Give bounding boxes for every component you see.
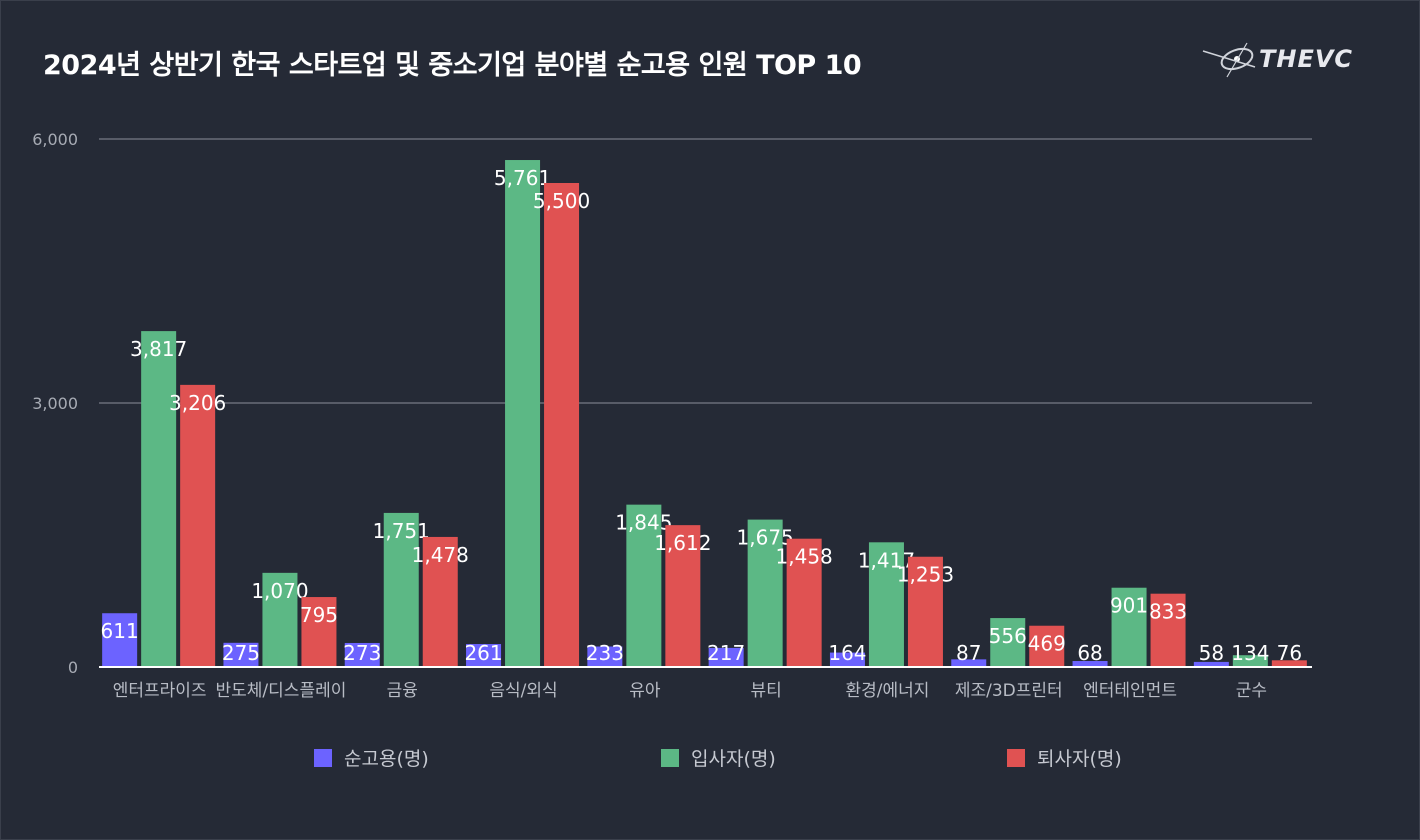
legend-label: 입사자(명) — [691, 748, 776, 770]
data-label: 58 — [1199, 641, 1224, 665]
data-label: 611 — [101, 619, 139, 643]
bar-resigned — [422, 536, 458, 667]
data-label: 469 — [1028, 632, 1066, 656]
bar-hired — [262, 572, 298, 667]
bar-net-hire — [102, 613, 138, 667]
y-tick-label: 3,000 — [32, 394, 78, 413]
bar-net-hire — [951, 659, 987, 667]
data-label: 1,845 — [615, 511, 672, 535]
x-tick-label: 반도체/디스플레이 — [216, 681, 347, 701]
data-label: 1,417 — [858, 548, 915, 572]
logo-text: THEVC — [1259, 45, 1353, 73]
thevc-logo: THEVC — [1202, 42, 1353, 78]
y-tick-label: 0 — [68, 658, 78, 677]
bar-resigned — [786, 538, 822, 667]
bar-resigned — [1029, 625, 1065, 667]
bar-net-hire — [466, 644, 502, 667]
bar-hired — [626, 504, 662, 667]
data-label: 1,070 — [251, 579, 308, 603]
data-label: 273 — [343, 641, 381, 665]
x-tick-label: 환경/에너지 — [845, 681, 929, 701]
data-label: 1,478 — [412, 543, 469, 567]
bar-hired — [747, 519, 783, 667]
bar-net-hire — [223, 642, 259, 667]
bar-hired — [141, 331, 177, 667]
data-label: 68 — [1077, 641, 1102, 665]
data-label: 261 — [464, 641, 502, 665]
data-label: 233 — [586, 641, 624, 665]
x-tick-label: 금융 — [387, 681, 418, 701]
legend-label: 퇴사자(명) — [1037, 748, 1122, 770]
bar-net-hire — [708, 647, 744, 667]
data-label: 833 — [1149, 600, 1187, 624]
legend-swatch — [1007, 749, 1025, 767]
bar-net-hire — [587, 646, 623, 667]
data-label: 5,761 — [494, 166, 551, 190]
chart-title: 2024년 상반기 한국 스타트업 및 중소기업 분야별 순고용 인원 TOP … — [43, 50, 862, 81]
legend-label: 순고용(명) — [344, 748, 429, 770]
data-label: 1,612 — [654, 531, 711, 555]
legend-swatch — [661, 749, 679, 767]
x-tick-label: 제조/3D프린터 — [955, 681, 1063, 701]
data-label: 87 — [956, 641, 981, 665]
y-tick-label: 6,000 — [32, 130, 78, 149]
bar-resigned — [1271, 660, 1307, 667]
bar-hired — [1232, 655, 1268, 667]
bar-resigned — [665, 525, 701, 667]
bar-hired — [505, 160, 541, 668]
data-label: 217 — [707, 641, 745, 665]
data-label: 134 — [1231, 641, 1269, 665]
legend-swatch — [314, 749, 332, 767]
data-label: 164 — [828, 641, 866, 665]
bar-net-hire — [829, 652, 865, 667]
x-tick-label: 군수 — [1236, 681, 1267, 701]
data-label: 76 — [1277, 641, 1302, 665]
data-label: 1,458 — [776, 545, 833, 569]
bar-hired — [383, 512, 419, 667]
data-label: 556 — [989, 624, 1027, 648]
x-tick-label: 유아 — [629, 681, 661, 701]
bar-hired — [990, 618, 1026, 667]
data-label: 5,500 — [533, 189, 590, 213]
bar-hired — [868, 542, 904, 667]
data-label: 1,253 — [897, 563, 954, 587]
data-label: 3,206 — [169, 391, 226, 415]
data-label: 1,751 — [373, 519, 430, 543]
bar-resigned — [301, 597, 337, 667]
bar-resigned — [907, 556, 943, 667]
data-label: 1,675 — [737, 526, 794, 550]
bar-net-hire — [344, 642, 380, 667]
logo-emblem-icon — [1202, 42, 1256, 78]
bar-hired — [1111, 587, 1147, 667]
data-label: 3,817 — [130, 337, 187, 361]
x-tick-label: 음식/외식 — [489, 681, 557, 701]
x-tick-label: 엔터프라이즈 — [113, 681, 207, 701]
bar-resigned — [1150, 593, 1186, 667]
bar-net-hire — [1072, 661, 1108, 667]
bar-resigned — [180, 384, 216, 667]
data-label: 901 — [1110, 594, 1148, 618]
data-label: 275 — [222, 641, 260, 665]
data-label: 795 — [300, 603, 338, 627]
x-tick-label: 뷰티 — [751, 681, 782, 701]
x-tick-label: 엔터테인먼트 — [1083, 681, 1177, 701]
bar-resigned — [544, 183, 580, 667]
bar-net-hire — [1193, 661, 1229, 667]
